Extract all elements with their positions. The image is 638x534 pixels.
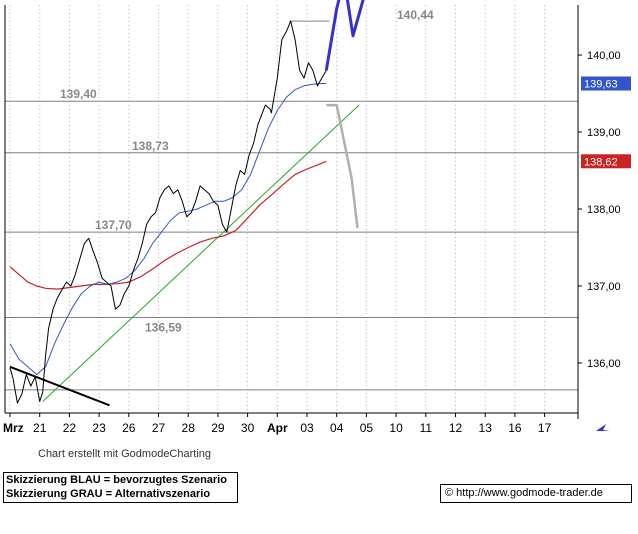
x-tick-label-28: 28 <box>182 421 196 435</box>
x-tick-label-27: 27 <box>152 421 166 435</box>
moving-averages <box>9 83 327 375</box>
chart-credit: Chart erstellt mit GodmodeCharting <box>38 448 212 460</box>
price-series <box>9 20 327 404</box>
scenario-blue <box>324 0 365 71</box>
x-tick-label-17: 17 <box>538 421 552 435</box>
y-tick-label-140,00: 140,00 <box>587 50 621 62</box>
price-line <box>9 20 327 404</box>
x-tick-label-12: 12 <box>449 421 463 435</box>
y-tick-label-136,00: 136,00 <box>587 358 621 370</box>
x-tick-label-16: 16 <box>508 421 522 435</box>
moving-average-short <box>9 83 327 375</box>
scenario-grey <box>326 103 359 229</box>
level-label-137,70: 137,70 <box>95 218 132 232</box>
moving-average-long <box>9 160 327 290</box>
y-tick-label-137,00: 137,00 <box>587 281 621 293</box>
x-tick-label-23: 23 <box>92 421 106 435</box>
y-tick-label-138,00: 138,00 <box>587 204 621 216</box>
x-tick-label-29: 29 <box>211 421 225 435</box>
x-tick-label-Mrz: Mrz <box>3 421 24 435</box>
level-label-138,73: 138,73 <box>132 139 169 153</box>
horizontal-levels <box>5 20 578 391</box>
x-tick-label-Apr: Apr <box>267 421 288 435</box>
level-label-140,44: 140,44 <box>397 8 434 22</box>
labels: 139,40 138,73 137,70 136,59 140,44 Mrz 21 22 23 2… <box>3 8 631 435</box>
axes <box>4 5 582 419</box>
trendlines <box>9 104 360 407</box>
x-tick-label-05: 05 <box>360 421 374 435</box>
x-tick-label-26: 26 <box>122 421 136 435</box>
scenario-sketches <box>324 0 365 229</box>
x-tick-label-22: 22 <box>63 421 77 435</box>
legend-grey-scenario: Skizzierung GRAU = Alternativszenario <box>6 488 211 500</box>
x-tick-label-21: 21 <box>33 421 47 435</box>
scenario-legend: Skizzierung BLAU = bevorzugtes Szenario … <box>3 472 238 503</box>
price-tag-bg-139,63 <box>581 76 631 91</box>
x-tick-label-11: 11 <box>420 421 433 435</box>
y-tick-label-139,00: 139,00 <box>587 127 621 139</box>
legend-blue-scenario: Skizzierung BLAU = bevorzugtes Szenario <box>6 474 227 486</box>
price-tag-bg-138,62 <box>581 154 631 169</box>
source-link[interactable]: © http://www.godmode-trader.de <box>440 484 632 503</box>
x-tick-label-13: 13 <box>479 421 493 435</box>
x-tick-label-10: 10 <box>389 421 403 435</box>
trendline-green <box>42 104 360 402</box>
level-label-136,59: 136,59 <box>145 321 182 335</box>
logo-arrow-icon <box>596 424 610 431</box>
grid <box>9 5 546 413</box>
trendline-black <box>9 365 110 407</box>
x-tick-label-03: 03 <box>300 421 314 435</box>
price-tag-139,63: 139,63 <box>584 79 618 91</box>
price-tag-138,62: 138,62 <box>584 156 618 168</box>
level-label-139,40: 139,40 <box>60 87 97 101</box>
x-tick-label-30: 30 <box>241 421 255 435</box>
x-tick-label-04: 04 <box>330 421 344 435</box>
